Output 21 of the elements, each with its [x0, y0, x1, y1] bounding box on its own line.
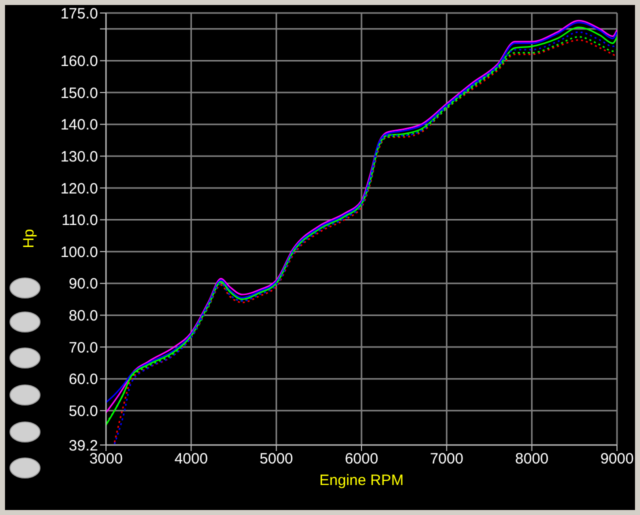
y-axis-title: Hp: [20, 229, 38, 248]
x-tick-label: 4000: [174, 450, 208, 468]
y-tick-label: 120.0: [60, 180, 98, 198]
y-tick-label: 175.0: [60, 5, 98, 22]
y-tick-label: 50.0: [68, 402, 98, 420]
x-axis-title: Engine RPM: [319, 472, 404, 489]
y-tick-label: 100.0: [60, 244, 98, 261]
x-tick-label: 5000: [260, 450, 294, 468]
y-tick-label: 140.0: [60, 116, 98, 134]
y-tick-label: 130.0: [60, 148, 98, 166]
y-tick-label: 80.0: [68, 308, 98, 325]
y-tick-label: 110.0: [62, 212, 98, 230]
x-tick-label: 9000: [600, 450, 634, 468]
y-tick-label: 160.0: [60, 53, 98, 70]
x-tick-label: 8000: [515, 450, 549, 468]
x-tick-label: 7000: [430, 450, 464, 468]
x-tick-label: 6000: [344, 450, 378, 468]
y-tick-label: 60.0: [68, 371, 98, 388]
y-tick-label: 150.0: [60, 84, 98, 102]
y-tick-label: 90.0: [68, 276, 98, 293]
y-tick-label: 70.0: [68, 339, 98, 356]
